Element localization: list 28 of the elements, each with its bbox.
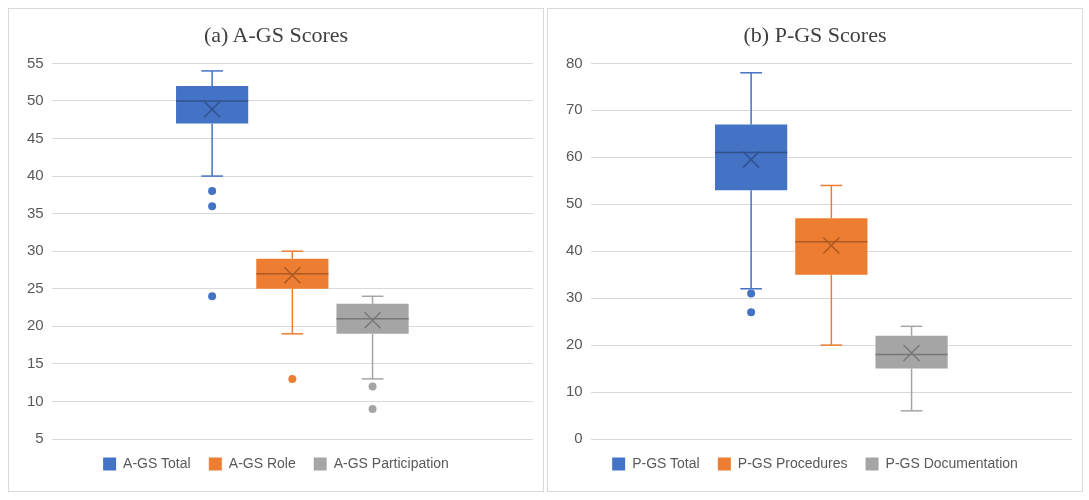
y-tick-label: 15 (27, 354, 44, 372)
legend-label: P-GS Total (632, 454, 700, 471)
y-tick-label: 80 (566, 53, 583, 71)
y-tick-label: 35 (27, 203, 44, 221)
legend-label: P-GS Documentation (885, 454, 1018, 471)
y-tick-label: 50 (566, 194, 583, 212)
y-tick-label: 70 (566, 100, 583, 118)
y-tick-label: 55 (27, 53, 44, 71)
y-tick-label: 40 (27, 166, 44, 184)
y-tick-label: 20 (27, 316, 44, 334)
y-tick-label: 30 (27, 241, 44, 259)
legend-label: A-GS Participation (333, 454, 449, 471)
y-tick-label: 0 (574, 429, 583, 447)
y-tick-label: 40 (566, 241, 583, 259)
y-tick-label: 5 (35, 429, 44, 447)
y-tick-label: 10 (27, 391, 44, 409)
legend-label: P-GS Procedures (737, 454, 848, 471)
chart-title: (a) A-GS Scores (203, 21, 349, 47)
y-tick-label: 50 (27, 91, 44, 109)
legend-label: A-GS Role (228, 454, 296, 471)
y-tick-label: 25 (27, 278, 44, 296)
y-tick-label: 45 (27, 128, 44, 146)
y-tick-label: 30 (566, 288, 583, 306)
y-tick-label: 60 (566, 147, 583, 165)
y-tick-label: 20 (566, 335, 583, 353)
y-tick-label: 10 (566, 382, 583, 400)
legend-label: A-GS Total (123, 454, 191, 471)
chart-title: (b) P-GS Scores (743, 21, 887, 47)
